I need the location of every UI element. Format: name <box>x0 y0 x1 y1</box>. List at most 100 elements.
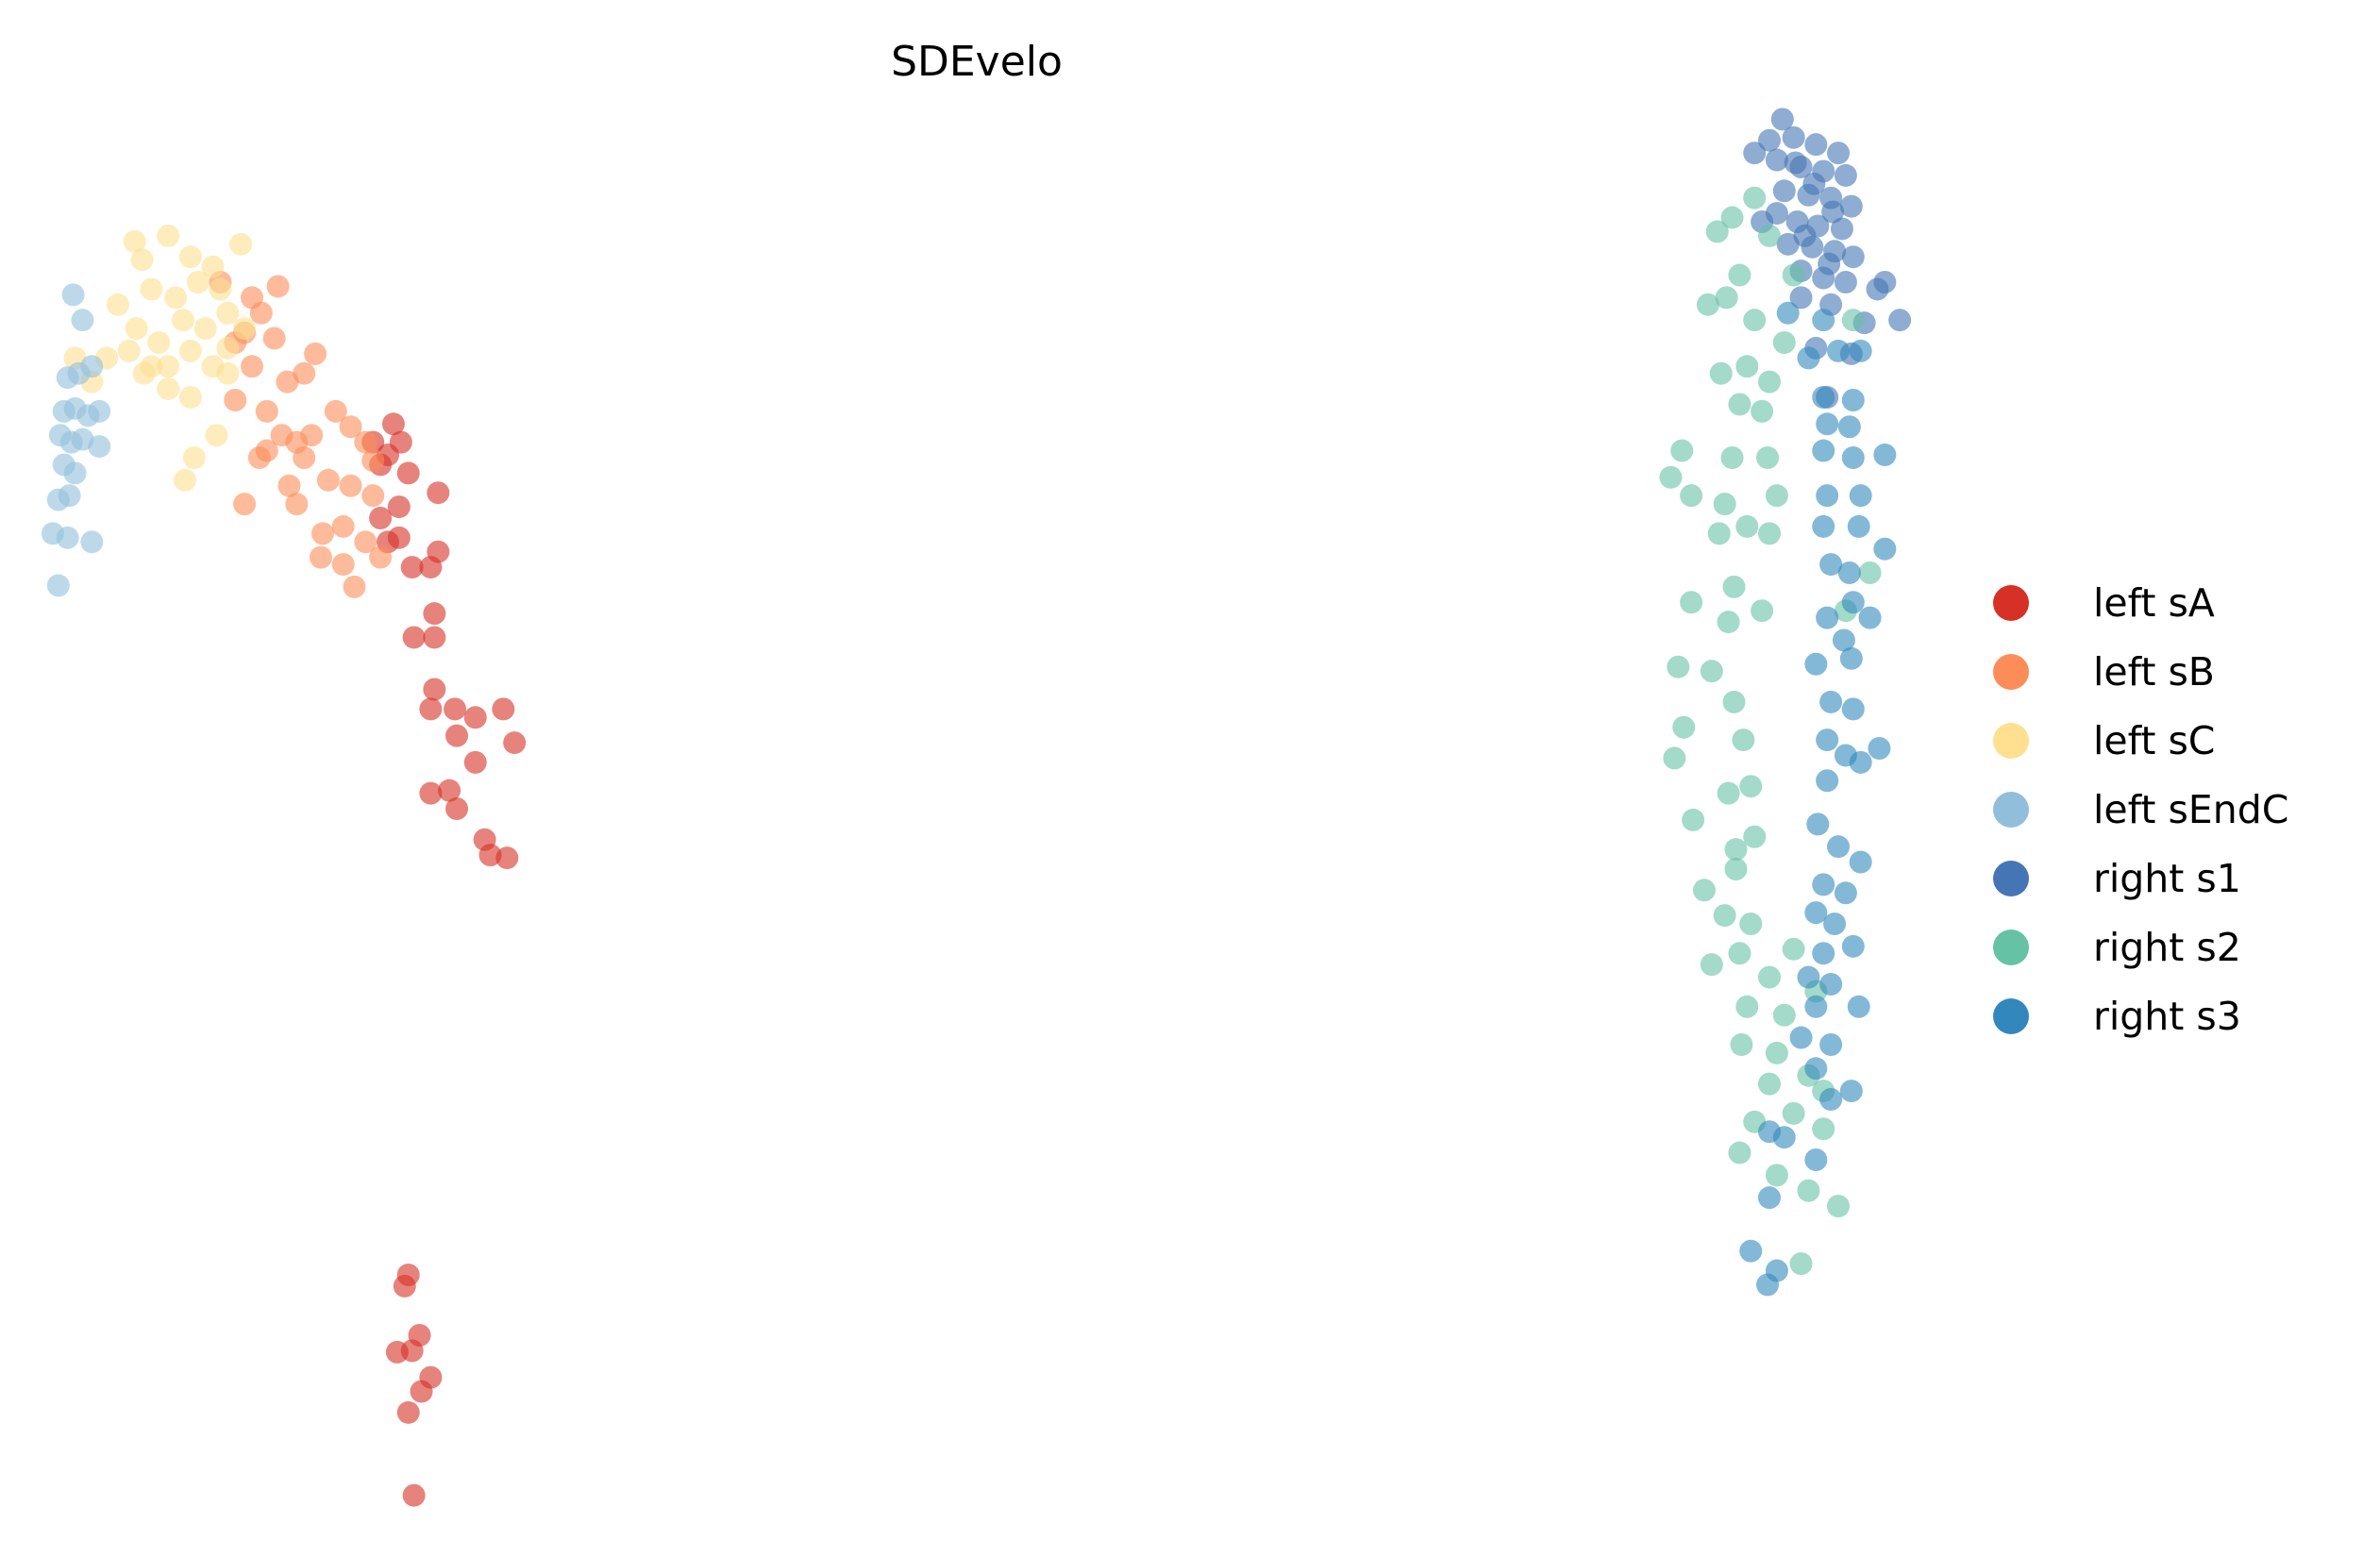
data-point <box>1672 715 1696 739</box>
data-point <box>1812 309 1835 332</box>
data-point <box>277 474 301 497</box>
series-left-sEndC <box>41 283 111 597</box>
data-point <box>1841 446 1865 469</box>
data-point <box>402 626 426 649</box>
data-point <box>58 484 81 508</box>
data-point <box>201 255 225 278</box>
data-point <box>1797 1179 1820 1202</box>
data-point <box>1849 750 1872 774</box>
data-point <box>1804 901 1828 925</box>
data-point <box>1728 393 1751 416</box>
legend-marker <box>1993 792 2029 828</box>
data-point <box>247 446 271 469</box>
data-point <box>381 412 405 436</box>
legend-entry-left-sEndC: left sEndC <box>1993 787 2288 832</box>
data-point <box>1743 186 1767 209</box>
data-point <box>310 522 334 545</box>
data-point <box>63 461 87 485</box>
data-point <box>1837 415 1861 439</box>
data-point <box>1782 263 1805 287</box>
data-point <box>324 399 347 423</box>
data-point <box>1826 142 1850 165</box>
data-point <box>1812 514 1835 538</box>
data-point <box>1868 737 1891 761</box>
data-point <box>478 844 502 867</box>
data-point <box>1743 825 1767 848</box>
data-point <box>1789 286 1813 310</box>
data-point <box>1776 301 1800 325</box>
data-point <box>1776 232 1800 256</box>
data-point <box>316 468 340 492</box>
data-point <box>1826 339 1850 362</box>
data-point <box>389 430 412 454</box>
series-left-sA <box>361 412 527 1507</box>
legend-marker <box>1993 930 2029 965</box>
data-point <box>1772 330 1796 354</box>
data-point <box>80 355 104 378</box>
data-point <box>140 277 163 301</box>
data-point <box>1839 194 1863 218</box>
data-point <box>1765 484 1788 508</box>
legend-marker <box>1993 723 2029 759</box>
data-point <box>1713 493 1736 516</box>
data-point <box>1789 1252 1813 1276</box>
data-point <box>1722 690 1746 713</box>
data-point <box>1841 309 1865 332</box>
data-point <box>1839 1080 1863 1103</box>
legend: left sA left sB left sC left sEndC right… <box>1993 580 2288 1039</box>
data-point <box>1743 309 1767 332</box>
series-right-s3 <box>1739 301 1897 1297</box>
legend-marker <box>1993 654 2029 690</box>
data-point <box>1837 561 1861 585</box>
data-point <box>106 293 129 316</box>
data-point <box>56 526 79 549</box>
data-point <box>419 697 443 721</box>
data-point <box>331 514 355 538</box>
data-point <box>1772 1126 1796 1149</box>
data-point <box>193 317 217 341</box>
data-point <box>387 495 411 519</box>
data-point <box>445 797 469 820</box>
data-point <box>1782 1101 1805 1125</box>
data-point <box>1715 286 1738 310</box>
data-point <box>1765 148 1788 172</box>
data-point <box>1816 412 1839 436</box>
data-point <box>1816 606 1839 629</box>
data-point <box>1834 271 1857 293</box>
data-point <box>1841 697 1865 721</box>
data-point <box>1735 355 1759 378</box>
data-point <box>1812 942 1835 965</box>
data-point <box>1757 224 1781 247</box>
data-point <box>233 317 257 341</box>
legend-label: right s3 <box>2093 994 2241 1039</box>
data-point <box>419 556 443 579</box>
legend-marker <box>1993 998 2029 1034</box>
data-point <box>1700 953 1723 977</box>
data-point <box>387 526 411 549</box>
data-point <box>157 224 180 247</box>
data-point <box>1873 444 1897 467</box>
data-point <box>1735 995 1759 1018</box>
data-point <box>1782 126 1805 149</box>
data-point <box>396 461 420 485</box>
legend-entry-left-sC: left sC <box>1993 718 2215 763</box>
data-point <box>1806 812 1830 836</box>
data-point <box>495 846 519 870</box>
data-point <box>1784 151 1807 175</box>
data-point <box>157 355 180 378</box>
data-point <box>1696 293 1719 316</box>
data-point <box>1812 386 1835 410</box>
legend-label: right s1 <box>2093 856 2241 901</box>
data-point <box>216 361 240 385</box>
data-point <box>1670 439 1694 462</box>
data-point <box>444 697 467 721</box>
data-point <box>1847 995 1870 1018</box>
data-point <box>172 309 195 332</box>
data-point <box>88 435 111 459</box>
legend-label: left sEndC <box>2093 787 2288 832</box>
data-point <box>1858 606 1882 629</box>
data-point <box>1728 263 1751 287</box>
data-point <box>1751 399 1774 423</box>
data-point <box>1849 484 1872 508</box>
